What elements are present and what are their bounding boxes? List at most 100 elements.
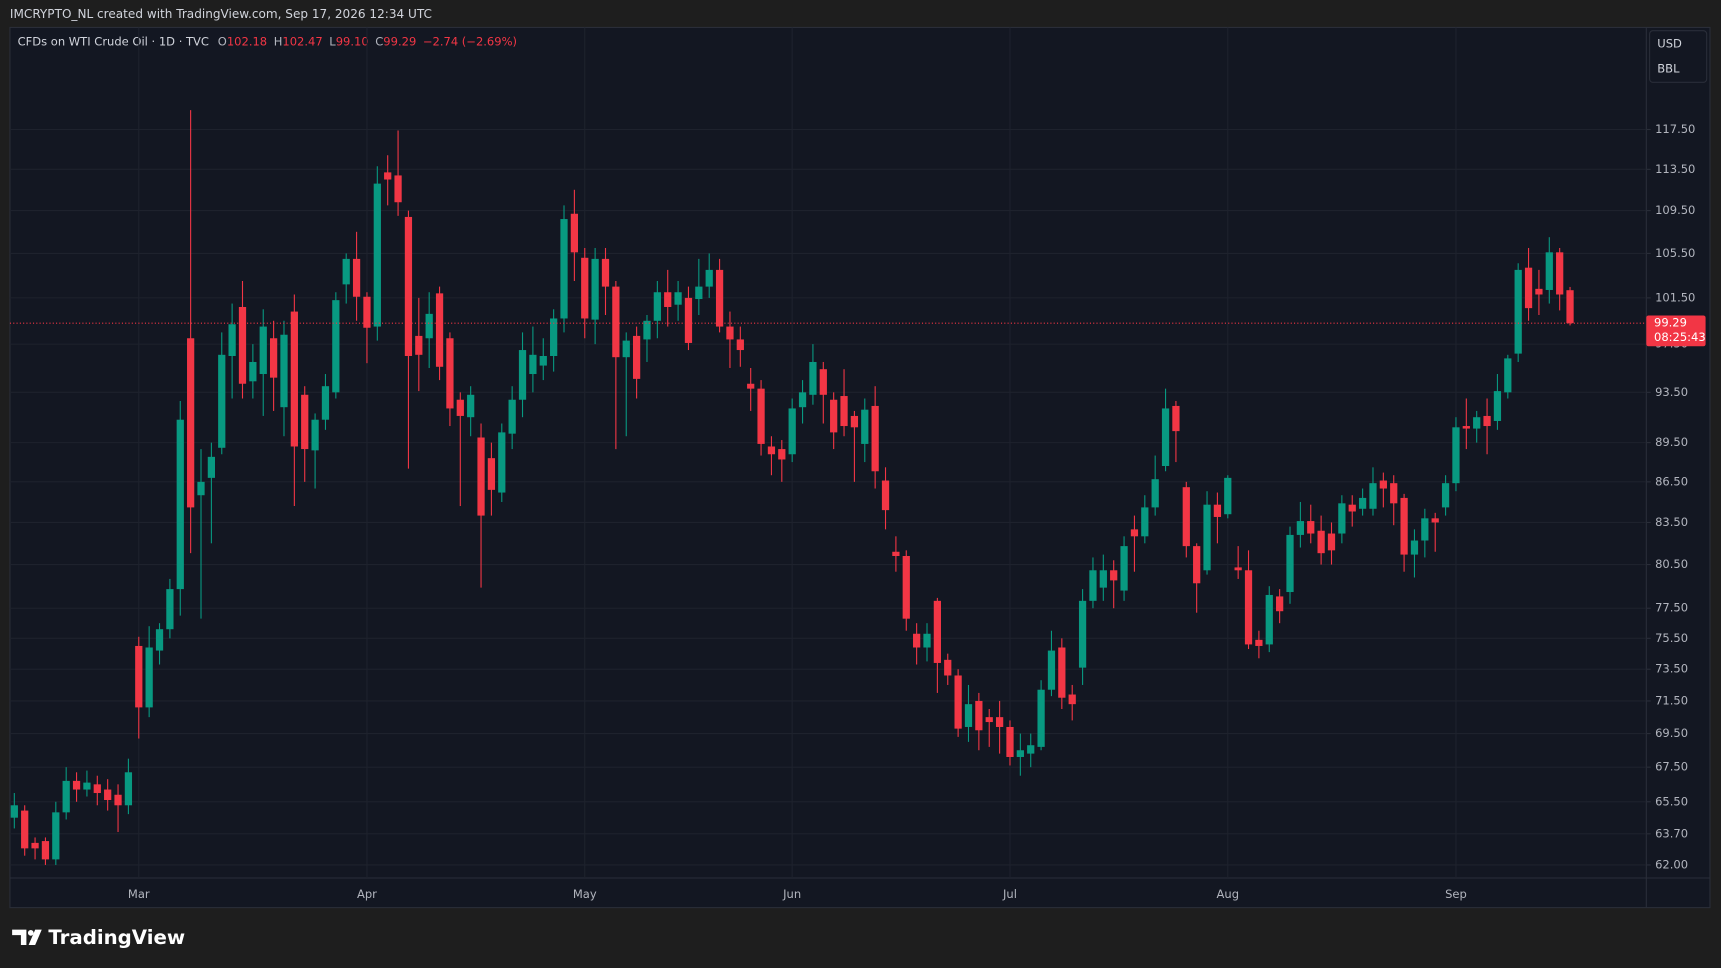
candle-body bbox=[1556, 252, 1564, 295]
candle-body bbox=[601, 258, 610, 287]
candle-body bbox=[1390, 483, 1398, 504]
candle-body bbox=[581, 257, 589, 319]
x-tick-label: Jul bbox=[1002, 887, 1017, 901]
candle-body bbox=[736, 339, 744, 351]
candle-body bbox=[1141, 507, 1149, 537]
unit-measure[interactable]: BBL bbox=[1657, 62, 1680, 76]
y-tick-label: 109.50 bbox=[1655, 203, 1695, 217]
candle-body bbox=[674, 292, 682, 305]
y-tick-label: 105.50 bbox=[1655, 246, 1695, 260]
candle-body bbox=[218, 354, 226, 448]
candle-body bbox=[498, 432, 506, 493]
candle-body bbox=[923, 633, 931, 648]
x-tick-label: Aug bbox=[1217, 887, 1240, 901]
candle-body bbox=[830, 399, 838, 433]
candle-body bbox=[21, 810, 29, 849]
candle-body bbox=[1027, 745, 1035, 754]
countdown: 08:25:43 bbox=[1654, 330, 1706, 344]
candle-body bbox=[1058, 647, 1066, 698]
candle-body bbox=[415, 335, 423, 355]
candle-body bbox=[550, 318, 558, 356]
candle-body bbox=[747, 383, 755, 389]
candle-body bbox=[1099, 570, 1107, 588]
candle-body bbox=[259, 326, 267, 375]
x-tick-label: Sep bbox=[1445, 887, 1467, 901]
logo-icon bbox=[28, 929, 42, 945]
y-tick-label: 65.50 bbox=[1655, 794, 1688, 808]
candle-body bbox=[975, 700, 983, 731]
candle-body bbox=[715, 269, 724, 327]
candle-body bbox=[1203, 504, 1211, 571]
y-tick-label: 77.50 bbox=[1655, 601, 1688, 615]
candle-body bbox=[840, 396, 848, 427]
candle-body bbox=[1286, 534, 1294, 593]
candle-body bbox=[342, 258, 350, 285]
candle-body bbox=[1244, 570, 1253, 645]
logo-icon bbox=[12, 929, 27, 945]
candle-body bbox=[985, 717, 993, 723]
logo: TradingView bbox=[12, 926, 185, 949]
x-tick-label: Jun bbox=[782, 887, 801, 901]
candle-body bbox=[1504, 358, 1512, 393]
unit-currency[interactable]: USD bbox=[1657, 36, 1682, 50]
candle-body bbox=[1255, 639, 1263, 646]
candle-body bbox=[1265, 594, 1273, 645]
candle-body bbox=[1047, 650, 1056, 690]
candle-body bbox=[487, 458, 496, 490]
change: −2.74 (−2.69%) bbox=[423, 34, 517, 48]
candle-body bbox=[705, 269, 713, 287]
candle-body bbox=[1161, 408, 1170, 467]
y-tick-label: 101.50 bbox=[1655, 290, 1695, 304]
candle-body bbox=[560, 219, 568, 319]
ohlc-label: L bbox=[329, 34, 336, 48]
candle-body bbox=[1110, 570, 1118, 581]
candle-body bbox=[1234, 567, 1242, 571]
candle-body bbox=[290, 311, 298, 447]
candle-body bbox=[871, 405, 879, 472]
y-tick-label: 93.50 bbox=[1655, 385, 1688, 399]
y-tick-label: 62.00 bbox=[1655, 857, 1688, 871]
candle-body bbox=[155, 629, 164, 651]
candle-body bbox=[902, 556, 910, 619]
candle-body bbox=[612, 286, 620, 358]
candle-body bbox=[809, 361, 817, 395]
candle-body bbox=[83, 782, 91, 790]
x-tick-label: Apr bbox=[357, 887, 377, 901]
logo-icon bbox=[27, 930, 34, 936]
candle-body bbox=[1327, 533, 1336, 551]
x-tick-label: Mar bbox=[128, 887, 150, 901]
candle-body bbox=[1224, 477, 1232, 515]
y-tick-label: 67.50 bbox=[1655, 760, 1688, 774]
candle-body bbox=[1473, 417, 1481, 429]
candle-body bbox=[518, 350, 527, 400]
candle-body bbox=[1452, 427, 1460, 484]
y-tick-label: 73.50 bbox=[1655, 662, 1688, 676]
candle-body bbox=[72, 780, 81, 790]
candle-body bbox=[1348, 504, 1356, 512]
candle-body bbox=[881, 480, 890, 511]
candle-body bbox=[114, 794, 122, 806]
candle-body bbox=[176, 419, 184, 590]
candle-body bbox=[41, 841, 50, 860]
ohlc-value: 102.47 bbox=[282, 34, 322, 48]
candle-body bbox=[529, 354, 537, 375]
candle-body bbox=[995, 717, 1004, 727]
candle-body bbox=[767, 446, 776, 455]
candle-body bbox=[124, 772, 133, 806]
ohlc-value: 102.18 bbox=[227, 34, 267, 48]
candle-body bbox=[1410, 540, 1419, 555]
y-tick-label: 117.50 bbox=[1655, 122, 1695, 136]
candle-body bbox=[1151, 479, 1159, 508]
candle-body bbox=[1016, 750, 1024, 757]
candle-body bbox=[145, 647, 153, 708]
candle-body bbox=[1276, 596, 1284, 612]
candle-body bbox=[684, 297, 693, 343]
candle-body bbox=[477, 437, 485, 516]
candle-body bbox=[1307, 521, 1315, 534]
candle-body bbox=[964, 704, 973, 727]
candle-body bbox=[850, 415, 859, 428]
candle-body bbox=[384, 172, 392, 180]
candle-body bbox=[913, 633, 921, 648]
unit-box[interactable] bbox=[1649, 30, 1708, 83]
candle-body bbox=[352, 258, 361, 297]
